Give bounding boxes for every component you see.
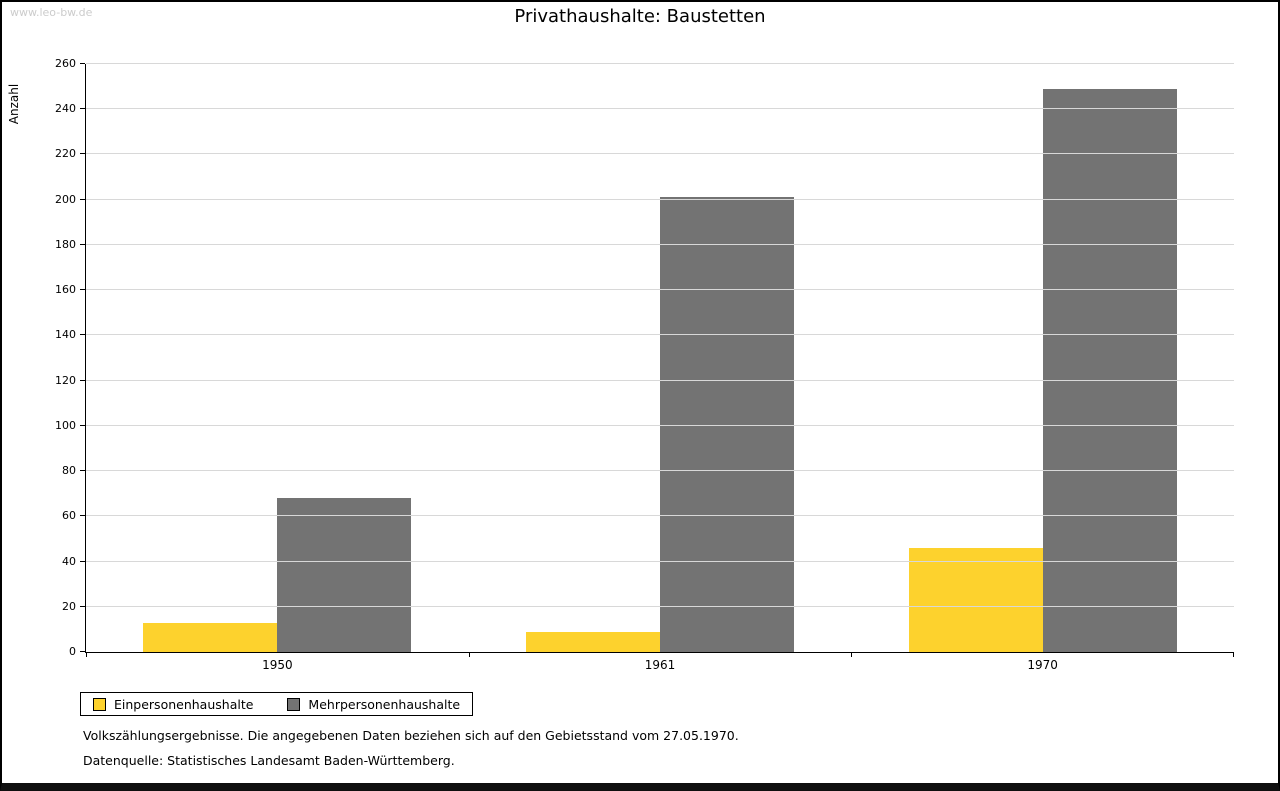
bar xyxy=(660,197,794,652)
bar xyxy=(526,631,660,652)
gridline xyxy=(86,424,1234,426)
x-tick xyxy=(468,652,470,657)
y-tick xyxy=(80,243,85,245)
gridline xyxy=(86,289,1234,291)
y-tick xyxy=(80,198,85,200)
y-tick xyxy=(80,605,85,607)
legend: Einpersonenhaushalte Mehrpersonenhaushalt… xyxy=(80,692,474,716)
gridline xyxy=(86,153,1234,155)
gridline xyxy=(86,605,1234,607)
footnote-source-note: Volkszählungsergebnisse. Die angegebenen… xyxy=(83,728,739,743)
y-tick-label: 20 xyxy=(62,599,76,613)
y-tick xyxy=(80,334,85,336)
legend-label: Mehrpersonenhaushalte xyxy=(308,696,461,712)
gridline xyxy=(86,334,1234,336)
legend-item: Mehrpersonenhaushalte xyxy=(287,697,460,712)
bar-group-1950 xyxy=(86,64,469,652)
bar-groups xyxy=(86,64,1234,652)
legend-swatch-icon xyxy=(287,697,301,711)
bar xyxy=(1042,88,1177,652)
y-tick xyxy=(80,560,85,562)
gridline xyxy=(86,470,1234,472)
y-tick-label: 120 xyxy=(55,373,76,387)
gridline xyxy=(86,379,1234,381)
y-tick xyxy=(80,424,85,426)
x-tick xyxy=(1233,652,1234,657)
y-tick xyxy=(80,289,85,291)
gridline xyxy=(86,108,1234,110)
x-axis-label: 1970 xyxy=(1027,658,1058,672)
y-tick-label: 60 xyxy=(62,509,76,523)
bar-group-1961 xyxy=(469,64,852,652)
y-tick-label: 140 xyxy=(55,328,76,342)
y-axis-title: Anzahl xyxy=(7,83,21,125)
legend-item: Einpersonenhaushalte xyxy=(93,697,253,712)
y-tick xyxy=(80,515,85,517)
gridline xyxy=(86,63,1234,64)
x-tick xyxy=(851,652,853,657)
y-tick-label: 160 xyxy=(55,283,76,297)
y-tick-label: 240 xyxy=(55,102,76,116)
y-tick-label: 260 xyxy=(55,57,76,70)
chart-title: Privathaushalte: Baustetten xyxy=(514,6,766,27)
x-tick xyxy=(86,652,87,657)
y-tick xyxy=(80,651,85,652)
plot-area: 1950 1961 1970 0 20 40 60 80 100 120 140 160 180 200… xyxy=(55,57,1234,672)
y-tick-label: 100 xyxy=(55,418,76,432)
y-tick xyxy=(80,63,85,64)
y-tick-label: 40 xyxy=(62,554,76,568)
y-tick-label: 220 xyxy=(55,147,76,161)
bar xyxy=(277,498,412,652)
y-tick xyxy=(80,153,85,155)
x-axis-label: 1961 xyxy=(644,658,676,672)
y-tick-label: 180 xyxy=(55,237,76,251)
x-axis-label: 1950 xyxy=(262,658,293,672)
y-tick xyxy=(80,108,85,110)
gridline xyxy=(86,560,1234,562)
y-tick-label: 200 xyxy=(55,192,76,206)
x-axis-labels: 1950 1961 1970 xyxy=(86,658,1234,672)
y-tick xyxy=(80,470,85,472)
y-tick-label: 0 xyxy=(69,645,76,658)
legend-swatch-icon xyxy=(93,697,106,711)
footnote-data-source: Datenquelle: Statistisches Landesamt Bad… xyxy=(83,753,455,768)
bar xyxy=(908,547,1043,652)
legend-label: Einpersonenhaushalte xyxy=(114,696,254,712)
bar-group-1970 xyxy=(851,64,1234,652)
bar xyxy=(143,622,278,652)
y-tick-label: 80 xyxy=(62,464,76,478)
gridline xyxy=(86,243,1234,245)
y-tick xyxy=(80,379,85,381)
gridline xyxy=(86,198,1234,200)
watermark: www.leo-bw.de xyxy=(10,6,93,19)
gridline xyxy=(86,515,1234,517)
